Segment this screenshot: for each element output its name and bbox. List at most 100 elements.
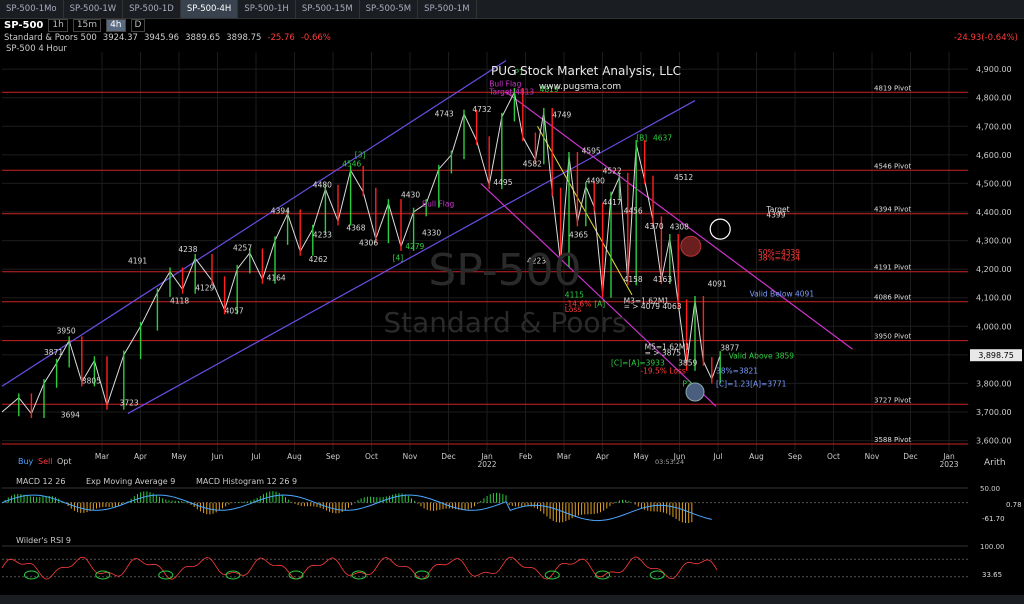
sell-button[interactable]: Sell xyxy=(38,457,52,466)
y-tick-label: 4,600.00 xyxy=(976,151,1012,160)
down-channel-lower xyxy=(480,182,717,407)
wave-annotation: [C]=1.23[A]=3771 xyxy=(716,379,787,388)
x-tick-label: Aug xyxy=(749,452,764,461)
down-channel-upper xyxy=(505,91,853,350)
pivot-label: 4086 Pivot xyxy=(874,294,911,302)
y-tick-label: 4,300.00 xyxy=(976,237,1012,246)
pivot-label: 3588 Pivot xyxy=(874,436,911,444)
wave-annotation: [3] xyxy=(355,151,366,160)
wave-annotation: 38%=4234 xyxy=(758,254,800,263)
instrument-name: Standard & Poors 500 xyxy=(4,33,97,43)
tab-1h[interactable]: SP-500-1H xyxy=(238,0,296,18)
chart-header-url: www.pugsma.com xyxy=(539,82,621,92)
y-tick-label: 4,200.00 xyxy=(976,265,1012,274)
tab-4h[interactable]: SP-500-4H xyxy=(180,0,239,18)
rsi-axis-label: 100.00 xyxy=(980,543,1005,551)
wave-annotation: 4091 xyxy=(708,279,727,288)
pivot-label: 4191 Pivot xyxy=(874,264,911,272)
wave-annotation: 4257 xyxy=(233,244,252,253)
wave-annotation: 4163 xyxy=(653,275,672,284)
x-tick-label: Mar xyxy=(557,452,572,461)
symbol-selector[interactable]: SP-500 xyxy=(4,19,44,31)
current-price-marker xyxy=(970,349,1022,362)
x-tick-label: May xyxy=(633,452,649,461)
y-tick-label: 3,800.00 xyxy=(976,379,1012,388)
wave-annotation: 4308 xyxy=(670,223,689,232)
macd-last-1: -61.70 xyxy=(982,515,1005,523)
wave-annotation: 4057 xyxy=(225,306,244,315)
opt-button[interactable]: Opt xyxy=(57,457,72,466)
timestamp: 03:53:24 xyxy=(655,458,684,466)
interval-15m[interactable]: 15m xyxy=(72,18,102,32)
pivot-label: 3727 Pivot xyxy=(874,396,911,404)
x-tick-label: Feb xyxy=(519,452,533,461)
y-tick-label: 4,700.00 xyxy=(976,122,1012,131)
tab-1mo[interactable]: SP-500-1Mo xyxy=(0,0,64,18)
pivot-label: 4819 Pivot xyxy=(874,84,911,92)
change-value: -25.76 xyxy=(267,33,295,43)
x-tick-label: Jun xyxy=(211,452,224,461)
wave-annotation: P2 xyxy=(682,379,692,388)
wave-annotation: 4238 xyxy=(178,245,197,254)
y-tick-label: 4,400.00 xyxy=(976,208,1012,217)
wave-annotation: 4191 xyxy=(128,256,147,265)
series-label[interactable]: SP-500 4 Hour xyxy=(6,44,67,54)
rsi-label: Wilder's RSI 9 xyxy=(16,536,71,545)
wave-annotation: = > 4079 4063 xyxy=(624,302,682,311)
tab-5m[interactable]: SP-500-5M xyxy=(360,0,419,18)
change-pct-value: -0.66% xyxy=(300,33,331,43)
macd-line xyxy=(1,494,712,522)
rsi-oversold-circle xyxy=(544,570,560,580)
x-tick-label: Mar xyxy=(95,452,110,461)
wave-annotation: 4129 xyxy=(195,284,214,293)
x-tick-label: Oct xyxy=(827,452,840,461)
target-circle xyxy=(709,218,731,240)
low-value: 3889.65 xyxy=(185,33,221,43)
scale-mode[interactable]: Arith xyxy=(984,458,1006,468)
wave-annotation: 4749 xyxy=(552,111,571,120)
wave-annotation: 4399 xyxy=(766,211,785,220)
wave-annotation: 3694 xyxy=(61,411,80,420)
x-tick-label: Oct xyxy=(365,452,378,461)
interval-4h[interactable]: 4h xyxy=(106,18,126,32)
buy-button[interactable]: Buy xyxy=(18,457,34,466)
wave-annotation: 4743 xyxy=(435,109,454,118)
quote-line: Standard & Poors 500 3924.37 3945.96 388… xyxy=(4,33,331,43)
tab-1w[interactable]: SP-500-1W xyxy=(64,0,124,18)
wave-annotation: 3950 xyxy=(57,326,76,335)
wave-annotation: 4158 xyxy=(624,275,643,284)
rsi-oversold-circle xyxy=(649,570,665,580)
wave-annotation: 4456 xyxy=(624,206,643,215)
retrace-circle xyxy=(680,235,702,257)
wave-annotation: 4365 xyxy=(569,231,588,240)
wave-annotation: M3=1.62M1 xyxy=(624,296,670,305)
price-line xyxy=(1,90,721,415)
macd-label: MACD 12 26 xyxy=(16,477,65,486)
macd-axis-label: 50.00 xyxy=(980,485,1000,493)
tab-1d[interactable]: SP-500-1D xyxy=(123,0,181,18)
wave-annotation: 4595 xyxy=(582,146,601,155)
wave-annotation: Bull Flag xyxy=(422,199,454,208)
wave-annotation: [A] xyxy=(594,299,605,308)
rsi-oversold-circle xyxy=(23,570,39,580)
wave-annotation: P1 xyxy=(514,68,524,77)
tab-1m[interactable]: SP-500-1M xyxy=(418,0,477,18)
wave-annotation: 4430 xyxy=(401,191,420,200)
wave-annotation: 4118 xyxy=(170,296,189,305)
rsi-line xyxy=(1,556,718,580)
interval-1h[interactable]: 1h xyxy=(48,18,68,32)
macd-last-2: 0.78 xyxy=(1006,501,1022,509)
x-tick-label: Aug xyxy=(287,452,302,461)
tab-15m[interactable]: SP-500-15M xyxy=(296,0,360,18)
wave-annotation: 4582 xyxy=(523,159,542,168)
y-tick-label: 4,500.00 xyxy=(976,179,1012,188)
x-tick-label: Dec xyxy=(903,452,918,461)
wave-annotation: Target xyxy=(765,205,789,214)
wave-annotation: 38%=3821 xyxy=(716,366,758,375)
chart-toolbar: SP-500 1h 15m 4h D xyxy=(0,18,1024,32)
rsi-oversold-circle xyxy=(288,570,304,580)
interval-d[interactable]: D xyxy=(130,18,146,32)
last-value: 3898.75 xyxy=(226,33,262,43)
x-tick-label: Jan xyxy=(480,452,493,461)
